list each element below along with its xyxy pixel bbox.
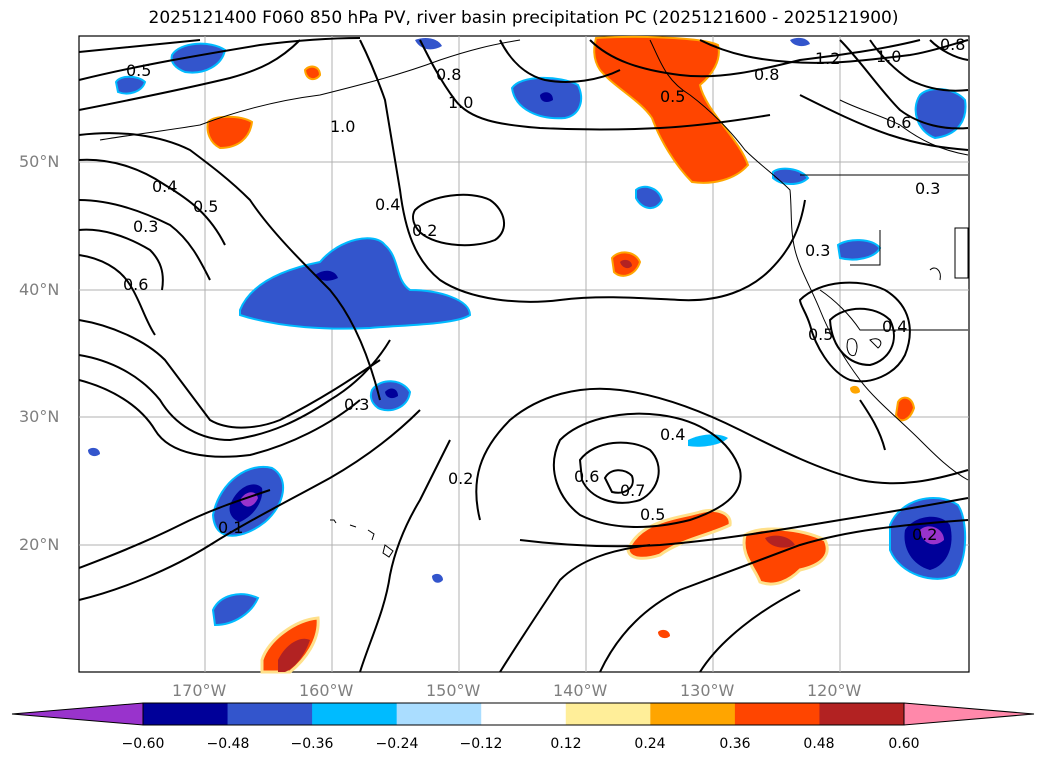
contour-label: 0.5	[660, 87, 685, 106]
contour-label: 0.2	[412, 221, 437, 240]
colorbar-tick-label: 0.36	[719, 736, 751, 752]
colorbar-segment	[734, 703, 820, 725]
colorbar-tick-label: 0.24	[634, 736, 666, 752]
negative-pc-shading	[88, 37, 967, 627]
contour-label: 0.4	[660, 425, 685, 444]
colorbar	[11, 702, 1035, 726]
contour-label: 1.2	[815, 49, 840, 68]
colorbar-segment	[143, 703, 229, 725]
contour-labels: 0.5 0.8 1.0 1.0 0.5 0.8 1.2 1.0 0.8 0.6 …	[123, 35, 965, 544]
contour-label: 0.1	[218, 518, 243, 537]
lat-label: 20°N	[19, 535, 60, 554]
contour-label: 0.3	[133, 217, 158, 236]
contour-label: 0.5	[808, 325, 833, 344]
colorbar-segment	[312, 703, 398, 725]
colorbar-tick-label: −0.24	[375, 736, 419, 752]
lon-label: 170°W	[172, 681, 227, 700]
lon-label: 150°W	[426, 681, 481, 700]
contour-label: 0.8	[940, 35, 965, 54]
colorbar-tick-label: −0.60	[121, 736, 165, 752]
colorbar-tick-label: 0.12	[550, 736, 582, 752]
colorbar-tick-label: 0.60	[888, 736, 920, 752]
contour-label: 0.4	[882, 317, 907, 336]
contour-label: 1.0	[876, 47, 901, 66]
colorbar-segment	[650, 703, 736, 725]
contour-label: 1.0	[448, 93, 473, 112]
contour-label: 0.6	[574, 467, 599, 486]
colorbar-extend-min	[11, 702, 144, 726]
lon-label: 140°W	[553, 681, 608, 700]
contour-label: 0.2	[912, 525, 937, 544]
contour-label: 0.3	[915, 179, 940, 198]
lat-label: 50°N	[19, 152, 60, 171]
lon-label: 120°W	[807, 681, 862, 700]
colorbar-segment	[481, 703, 567, 725]
contour-label: 0.6	[123, 275, 148, 294]
contour-label: 0.5	[193, 197, 218, 216]
colorbar-extend-max	[903, 702, 1035, 726]
lon-label: 160°W	[299, 681, 354, 700]
pv-contours	[78, 37, 969, 673]
contour-label: 0.4	[375, 195, 400, 214]
colorbar-tick-label: −0.36	[290, 736, 334, 752]
colorbar-segment	[565, 703, 651, 725]
lon-label: 130°W	[680, 681, 735, 700]
colorbar-segment	[396, 703, 482, 725]
contour-label: 0.7	[620, 481, 645, 500]
contour-label: 0.3	[805, 241, 830, 260]
colorbar-segment	[819, 703, 905, 725]
contour-label: 0.8	[754, 65, 779, 84]
contour-label: 0.4	[152, 177, 177, 196]
contour-label: 0.6	[886, 113, 911, 132]
colorbar-tick-label: −0.48	[206, 736, 250, 752]
colorbar-tick-label: 0.48	[803, 736, 835, 752]
contour-label: 0.5	[126, 61, 151, 80]
lat-label: 40°N	[19, 280, 60, 299]
colorbar-segment	[227, 703, 313, 725]
contour-label: 0.3	[344, 395, 369, 414]
contour-label: 0.8	[436, 65, 461, 84]
contour-label: 0.2	[448, 469, 473, 488]
contour-label: 0.5	[640, 505, 665, 524]
map-title: 2025121400 F060 850 hPa PV, river basin …	[148, 8, 899, 28]
lat-label: 30°N	[19, 407, 60, 426]
contour-label: 1.0	[330, 117, 355, 136]
colorbar-tick-label: −0.12	[459, 736, 503, 752]
